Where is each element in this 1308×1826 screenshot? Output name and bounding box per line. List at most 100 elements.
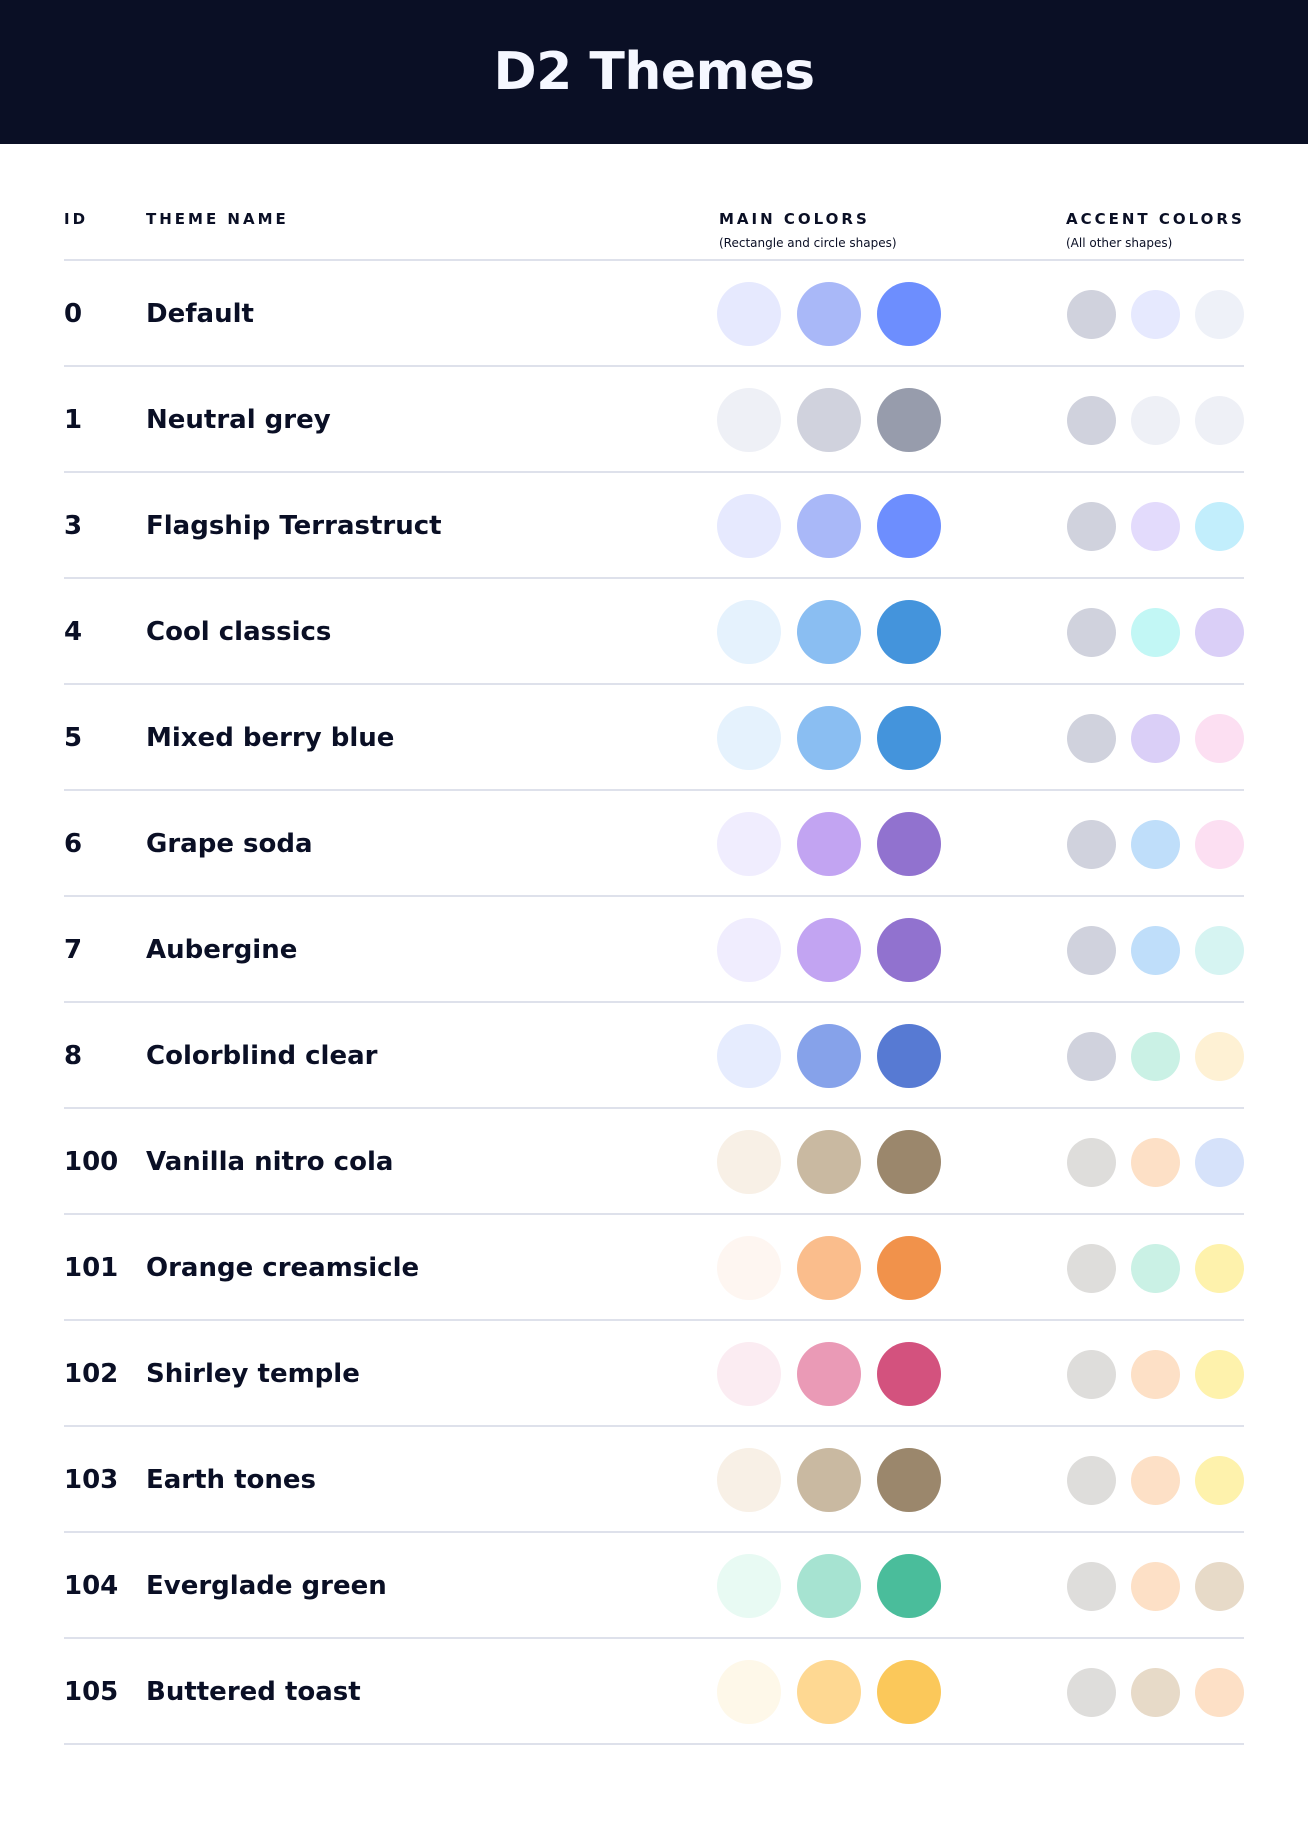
main-color-swatch [797,600,861,664]
main-color-swatch [797,282,861,346]
accent-color-swatch [1067,1667,1116,1717]
accent-color-swatch [1067,501,1116,551]
main-color-swatch [717,1130,781,1194]
accent-colors [1067,1533,1244,1639]
theme-name: Aubergine [146,935,298,965]
theme-id: 8 [64,1041,83,1071]
accent-colors [1067,261,1244,367]
row-divider [64,789,1244,791]
main-color-swatch [797,1236,861,1300]
accent-color-swatch [1067,1031,1116,1081]
accent-color-swatch [1195,819,1244,869]
column-header-accent-colors: ACCENT COLORS [1066,210,1245,228]
accent-color-swatch [1195,289,1244,339]
main-color-swatch [877,812,941,876]
accent-colors [1067,1003,1244,1109]
accent-colors [1067,1639,1244,1745]
row-divider [64,1531,1244,1533]
accent-colors [1067,791,1244,897]
main-colors [717,473,941,579]
accent-color-swatch [1131,1561,1180,1611]
theme-name: Colorblind clear [146,1041,378,1071]
theme-name: Vanilla nitro cola [146,1147,394,1177]
main-color-swatch [717,1660,781,1724]
main-colors [717,1639,941,1745]
theme-id: 102 [64,1359,119,1389]
header-divider [64,259,1244,261]
page-title: D2 Themes [493,42,815,102]
main-color-swatch [877,1130,941,1194]
theme-name: Neutral grey [146,405,331,435]
main-color-swatch [717,600,781,664]
accent-color-swatch [1067,1349,1116,1399]
accent-color-swatch [1131,1667,1180,1717]
main-color-swatch [797,1448,861,1512]
accent-color-swatch [1195,925,1244,975]
accent-color-swatch [1131,713,1180,763]
main-color-swatch [717,1448,781,1512]
accent-color-swatch [1067,819,1116,869]
accent-color-swatch [1067,1137,1116,1187]
main-colors [717,897,941,1003]
main-colors [717,1215,941,1321]
accent-color-swatch [1195,713,1244,763]
accent-colors [1067,367,1244,473]
accent-color-swatch [1131,289,1180,339]
main-colors [717,1003,941,1109]
row-divider [64,1637,1244,1639]
accent-color-swatch [1131,1349,1180,1399]
accent-color-swatch [1131,925,1180,975]
accent-color-swatch [1067,925,1116,975]
theme-row: 8 Colorblind clear [0,1003,1308,1109]
theme-name: Grape soda [146,829,313,859]
accent-colors [1067,1109,1244,1215]
main-color-swatch [797,918,861,982]
accent-color-swatch [1067,1455,1116,1505]
accent-color-swatch [1195,1455,1244,1505]
theme-id: 103 [64,1465,119,1495]
main-color-swatch [877,1342,941,1406]
theme-id: 6 [64,829,83,859]
theme-id: 1 [64,405,83,435]
main-color-swatch [877,918,941,982]
main-colors [717,1533,941,1639]
row-divider [64,683,1244,685]
theme-name: Cool classics [146,617,332,647]
accent-color-swatch [1195,1349,1244,1399]
theme-row: 101 Orange creamsicle [0,1215,1308,1321]
theme-id: 101 [64,1253,119,1283]
main-colors [717,579,941,685]
accent-color-swatch [1131,1137,1180,1187]
main-color-swatch [797,1660,861,1724]
main-color-swatch [877,388,941,452]
theme-row: 5 Mixed berry blue [0,685,1308,791]
row-divider [64,1213,1244,1215]
column-subheader-accent-colors: (All other shapes) [1066,236,1173,250]
accent-color-swatch [1195,607,1244,657]
main-color-swatch [717,706,781,770]
main-color-swatch [877,1660,941,1724]
accent-color-swatch [1195,1243,1244,1293]
main-color-swatch [797,494,861,558]
theme-name: Mixed berry blue [146,723,395,753]
accent-color-swatch [1067,1243,1116,1293]
theme-row: 100 Vanilla nitro cola [0,1109,1308,1215]
accent-color-swatch [1131,501,1180,551]
row-divider [64,577,1244,579]
theme-name: Everglade green [146,1571,387,1601]
theme-id: 5 [64,723,83,753]
row-divider [64,1425,1244,1427]
theme-row: 102 Shirley temple [0,1321,1308,1427]
accent-color-swatch [1067,395,1116,445]
column-subheader-main-colors: (Rectangle and circle shapes) [719,236,897,250]
main-colors [717,1427,941,1533]
main-color-swatch [877,1024,941,1088]
main-color-swatch [717,282,781,346]
theme-row: 0 Default [0,261,1308,367]
theme-name: Earth tones [146,1465,317,1495]
main-color-swatch [797,388,861,452]
accent-color-swatch [1195,1137,1244,1187]
main-color-swatch [717,918,781,982]
theme-id: 104 [64,1571,119,1601]
theme-name: Shirley temple [146,1359,360,1389]
